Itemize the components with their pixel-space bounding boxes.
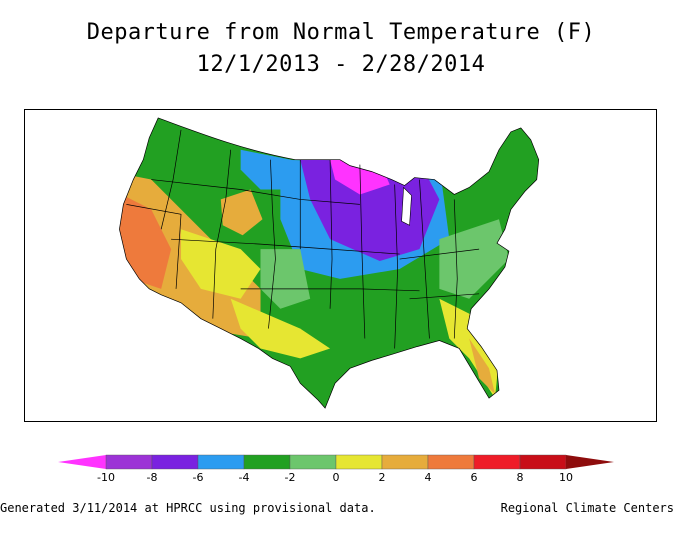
scale-arrow-left — [58, 455, 106, 469]
scale-cell — [197, 454, 245, 470]
scale-cell — [243, 454, 291, 470]
generated-note: Generated 3/11/2014 at HPRCC using provi… — [0, 501, 376, 515]
scale-cell — [381, 454, 429, 470]
state-borders — [119, 117, 540, 409]
map-date-range: 12/1/2013 - 2/28/2014 — [196, 52, 486, 77]
scale-tick-label: -2 — [284, 471, 296, 484]
scale-cell — [289, 454, 337, 470]
scale-tick-label: 6 — [470, 471, 478, 484]
scale-tick-label: -10 — [97, 471, 115, 484]
map-frame — [24, 109, 657, 422]
scale-cells — [105, 454, 567, 470]
scale-cell — [519, 454, 567, 470]
lake-michigan — [401, 186, 412, 226]
scale-cell — [427, 454, 475, 470]
scale-cell — [105, 454, 153, 470]
map-title: Departure from Normal Temperature (F) — [86, 20, 596, 45]
scale-tick-label: -4 — [238, 471, 250, 484]
scale-tick-label: 0 — [332, 471, 340, 484]
color-scale-bar — [58, 454, 614, 470]
source-credit: Regional Climate Centers — [500, 501, 674, 515]
scale-arrow-right — [566, 455, 614, 469]
scale-cell — [473, 454, 521, 470]
scale-cell — [335, 454, 383, 470]
scale-tick-label: 2 — [378, 471, 386, 484]
scale-tick-label: 10 — [559, 471, 573, 484]
temperature-field — [119, 117, 539, 409]
scale-tick-label: -8 — [146, 471, 158, 484]
scale-tick-label: 4 — [424, 471, 432, 484]
scale-cell — [151, 454, 199, 470]
scale-tick-label: 8 — [516, 471, 524, 484]
scale-tick-label: -6 — [192, 471, 204, 484]
temperature-map — [119, 117, 540, 409]
